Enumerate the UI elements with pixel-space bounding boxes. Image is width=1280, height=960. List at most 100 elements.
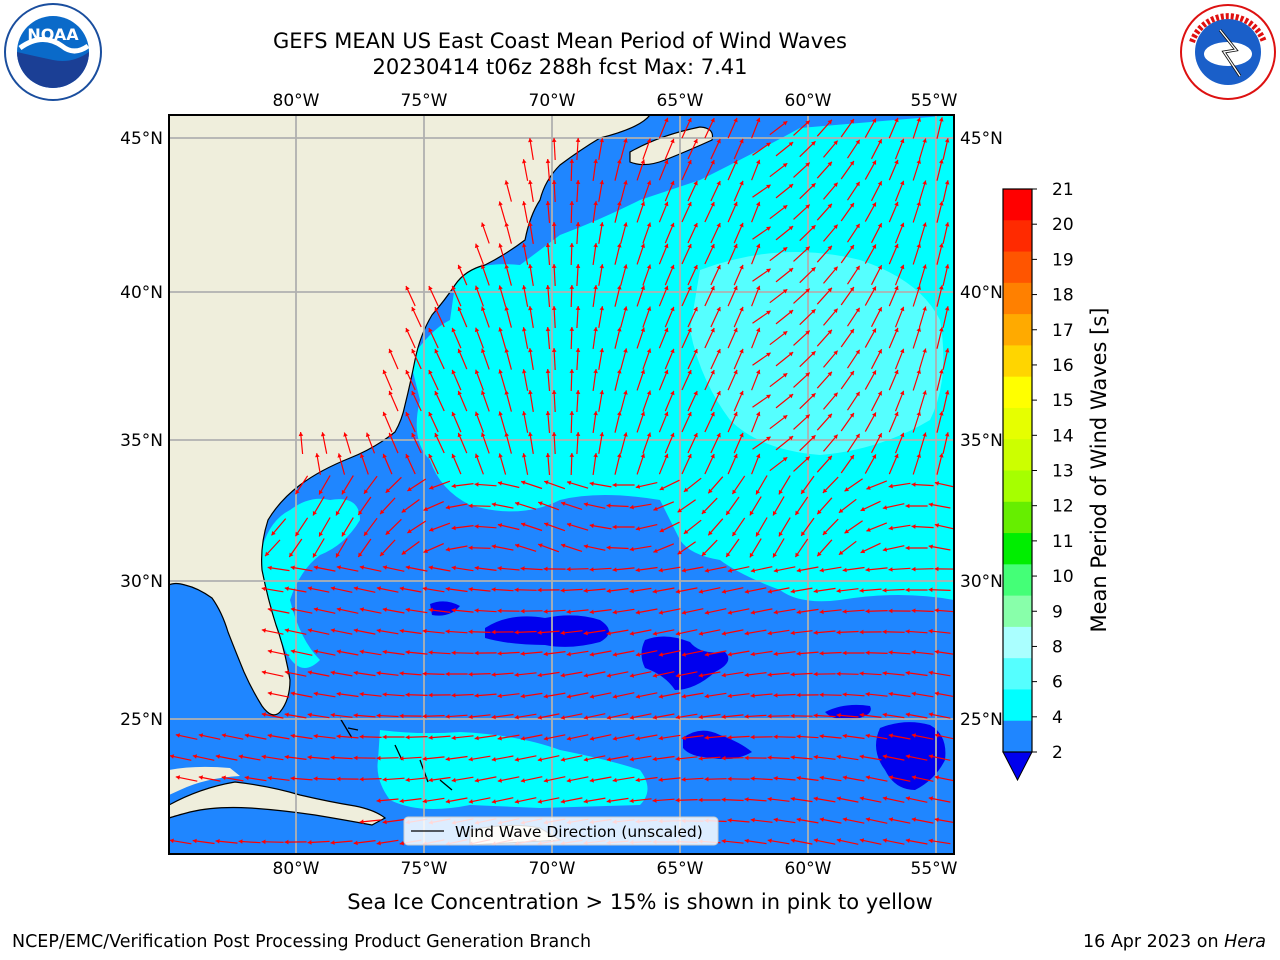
wave-direction-arrowhead bbox=[652, 631, 658, 636]
wave-direction-arrowhead bbox=[583, 630, 588, 636]
wave-direction-arrowhead bbox=[434, 307, 439, 312]
wave-direction-arrowhead bbox=[451, 693, 456, 698]
wave-direction-arrowhead bbox=[836, 796, 841, 801]
wave-direction-arrowhead bbox=[675, 797, 680, 803]
wave-direction-arrowhead bbox=[429, 485, 434, 490]
wave-direction-arrowhead bbox=[905, 796, 911, 801]
wave-direction-arrowhead bbox=[664, 327, 669, 333]
wave-direction-arrowhead bbox=[721, 714, 726, 719]
wave-direction-arrowhead bbox=[675, 631, 681, 636]
wave-direction-arrowhead bbox=[575, 222, 581, 226]
wave-direction-arrowhead bbox=[767, 755, 772, 760]
wave-direction-arrowhead bbox=[497, 608, 502, 614]
wave-direction-arrowhead bbox=[537, 799, 542, 804]
wave-direction-arrowhead bbox=[335, 511, 340, 516]
wave-direction-arrowhead bbox=[811, 141, 816, 146]
wave-direction-arrowhead bbox=[538, 501, 543, 506]
wave-direction-arrowhead bbox=[593, 243, 598, 248]
wave-direction-arrowhead bbox=[894, 327, 899, 333]
wave-direction-arrowhead bbox=[575, 138, 581, 142]
wave-direction-arrowhead bbox=[939, 243, 944, 248]
wave-direction-arrowhead bbox=[606, 757, 611, 762]
wave-direction-arrowhead bbox=[855, 139, 860, 145]
wave-direction-arrowhead bbox=[911, 691, 916, 697]
land-bahamas bbox=[339, 717, 453, 791]
wave-direction-arrowhead bbox=[698, 756, 703, 761]
wave-direction-arrowhead bbox=[515, 501, 520, 506]
wave-direction-arrowhead bbox=[842, 733, 847, 739]
wave-direction-arrowhead bbox=[756, 453, 761, 459]
wave-direction-arrowhead bbox=[385, 488, 391, 493]
wave-direction-arrowhead bbox=[491, 714, 496, 720]
wave-direction-arrowhead bbox=[192, 838, 197, 844]
wave-direction-arrowhead bbox=[681, 610, 687, 615]
wave-direction-arrowhead bbox=[866, 527, 871, 532]
wave-direction-arrowhead bbox=[307, 840, 312, 845]
wave-direction-arrowhead bbox=[380, 551, 385, 557]
wave-direction-arrowhead bbox=[939, 453, 944, 458]
wave-direction-arrowhead bbox=[813, 588, 818, 594]
wave-direction-arrowhead bbox=[922, 432, 927, 437]
wave-direction-arrowhead bbox=[727, 568, 733, 573]
wave-direction-arrowhead bbox=[664, 411, 669, 417]
colorbar-label: Mean Period of Wind Waves [s] bbox=[1087, 308, 1111, 633]
wave-direction-arrowhead bbox=[687, 328, 692, 333]
wave-direction-arrowhead bbox=[566, 651, 571, 657]
wave-direction-arrowhead bbox=[773, 693, 778, 698]
ocean-4-6s-north bbox=[410, 115, 954, 602]
wave-direction-arrowhead bbox=[877, 391, 882, 396]
wave-direction-arrowhead bbox=[894, 243, 899, 249]
wave-direction-arrowhead bbox=[934, 649, 939, 655]
wave-direction-arrowhead bbox=[617, 201, 622, 206]
wave-direction-arrowhead bbox=[629, 673, 635, 678]
wave-direction-arrowhead bbox=[428, 370, 433, 375]
wave-direction-arrowhead bbox=[801, 531, 806, 536]
wave-direction-arrowhead bbox=[313, 733, 318, 739]
colorbar-tick-label: 4 bbox=[1052, 708, 1063, 728]
wave-direction-arrowhead bbox=[833, 308, 838, 313]
wave-direction-arrowhead bbox=[681, 777, 686, 782]
wave-direction-arrowhead bbox=[522, 453, 527, 458]
wave-direction-arrowhead bbox=[716, 139, 721, 144]
wave-direction-arrowhead bbox=[934, 523, 940, 528]
wave-direction-arrowhead bbox=[788, 436, 794, 441]
wave-direction-arrowhead bbox=[284, 839, 289, 845]
wave-direction-arrowhead bbox=[795, 510, 800, 516]
wave-direction-arrowhead bbox=[944, 180, 950, 185]
wave-direction-arrowhead bbox=[788, 310, 794, 315]
wave-direction-arrowhead bbox=[474, 369, 480, 375]
wave-direction-arrowhead bbox=[514, 672, 519, 678]
wave-direction-arrowhead bbox=[805, 414, 810, 419]
wave-direction-arrowhead bbox=[819, 692, 824, 698]
wave-direction-arrowhead bbox=[388, 348, 393, 354]
wave-direction-arrowhead bbox=[567, 522, 572, 528]
wave-direction-arrowhead bbox=[290, 565, 295, 571]
wave-direction-arrowhead bbox=[664, 159, 669, 165]
wave-direction-arrowhead bbox=[859, 838, 865, 843]
wave-direction-arrowhead bbox=[750, 776, 755, 781]
wave-direction-arrowhead bbox=[617, 243, 622, 248]
wave-direction-arrowhead bbox=[836, 588, 841, 594]
lon-label-bottom-60w: 60°W bbox=[785, 859, 832, 879]
wave-direction-arrowhead bbox=[520, 651, 525, 656]
wave-direction-arrowhead bbox=[319, 532, 323, 537]
wave-direction-arrowhead bbox=[865, 775, 870, 780]
wave-direction-arrowhead bbox=[888, 775, 894, 780]
wave-direction-arrowhead bbox=[623, 390, 628, 395]
wave-direction-arrowhead bbox=[399, 841, 404, 846]
wave-direction-arrowhead bbox=[659, 528, 665, 533]
wave-direction-arrowhead bbox=[271, 531, 276, 536]
wave-direction-arrowhead bbox=[267, 775, 272, 781]
wave-direction-arrowhead bbox=[721, 797, 726, 802]
wave-direction-arrowhead bbox=[640, 453, 645, 458]
wave-direction-arrowhead bbox=[238, 754, 243, 759]
colorbar-tick-label: 10 bbox=[1052, 567, 1074, 587]
wave-direction-arrowhead bbox=[773, 776, 778, 781]
wave-direction-arrowhead bbox=[790, 713, 795, 719]
wave-direction-arrowhead bbox=[497, 566, 502, 571]
wave-direction-arrowhead bbox=[827, 413, 832, 419]
wave-direction-arrowhead bbox=[629, 504, 634, 510]
wave-direction-arrowhead bbox=[939, 327, 944, 332]
wave-direction-arrowhead bbox=[569, 411, 575, 415]
wave-direction-arrowhead bbox=[872, 118, 877, 123]
